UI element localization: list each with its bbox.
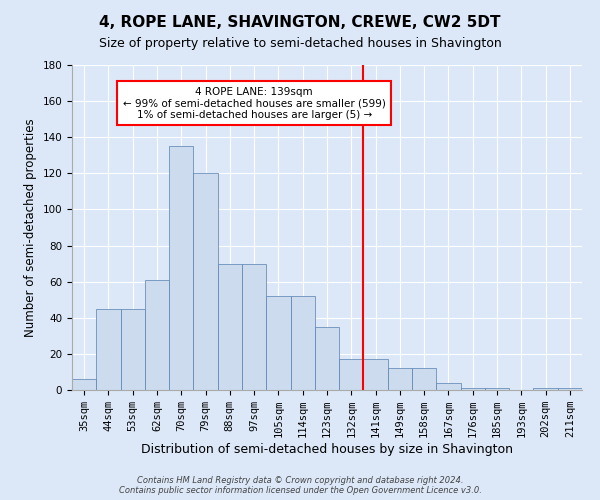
Bar (96, 308, 121, 390)
Bar (266, 296, 290, 390)
Bar (242, 264, 266, 390)
Bar (533, 388, 558, 390)
Bar (461, 388, 485, 390)
Bar (121, 308, 145, 390)
Bar (72, 379, 96, 390)
Bar (485, 388, 509, 390)
Text: 4, ROPE LANE, SHAVINGTON, CREWE, CW2 5DT: 4, ROPE LANE, SHAVINGTON, CREWE, CW2 5DT (99, 15, 501, 30)
Bar (339, 360, 364, 390)
Text: 4 ROPE LANE: 139sqm
← 99% of semi-detached houses are smaller (599)
1% of semi-d: 4 ROPE LANE: 139sqm ← 99% of semi-detach… (123, 86, 386, 120)
Y-axis label: Number of semi-detached properties: Number of semi-detached properties (24, 118, 37, 337)
X-axis label: Distribution of semi-detached houses by size in Shavington: Distribution of semi-detached houses by … (141, 443, 513, 456)
Bar (388, 368, 412, 390)
Bar (193, 174, 218, 390)
Text: Contains HM Land Registry data © Crown copyright and database right 2024.
Contai: Contains HM Land Registry data © Crown c… (119, 476, 481, 495)
Bar (558, 388, 582, 390)
Bar (290, 296, 315, 390)
Text: Size of property relative to semi-detached houses in Shavington: Size of property relative to semi-detach… (98, 38, 502, 51)
Bar (364, 360, 388, 390)
Bar (436, 383, 461, 390)
Bar (315, 327, 339, 390)
Bar (169, 146, 193, 390)
Bar (412, 368, 436, 390)
Bar (218, 264, 242, 390)
Bar (145, 280, 169, 390)
